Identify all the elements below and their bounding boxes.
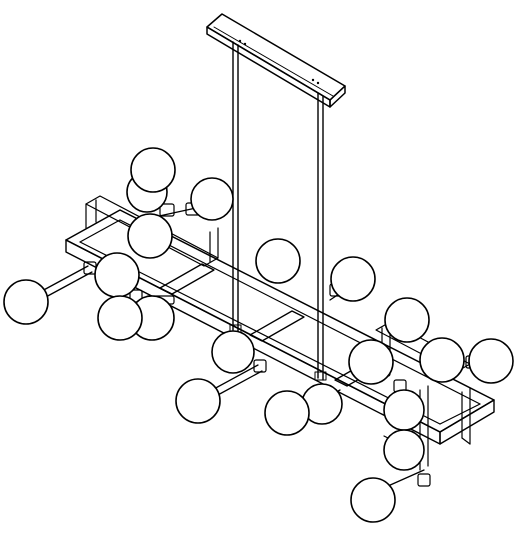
globe-front-4 bbox=[264, 390, 310, 436]
ceiling-canopy bbox=[206, 13, 346, 108]
globe-front-2 bbox=[97, 295, 143, 341]
globe-mid-7 bbox=[348, 339, 394, 385]
globe-back-2 bbox=[130, 147, 176, 193]
globes bbox=[3, 147, 514, 523]
globe-front-3 bbox=[175, 378, 221, 424]
globe-front-5 bbox=[350, 477, 396, 523]
globe-mid-4 bbox=[384, 297, 430, 343]
globe-mid-6 bbox=[419, 337, 465, 383]
globe-front-1 bbox=[3, 279, 49, 325]
globe-mid-3 bbox=[330, 256, 376, 302]
globe-back-3 bbox=[190, 177, 234, 221]
globe-back-8 bbox=[383, 389, 425, 431]
globe-mid-5 bbox=[468, 338, 514, 384]
suspension-rods bbox=[229, 41, 327, 381]
globe-mid-1 bbox=[127, 213, 173, 259]
globe-mid-2 bbox=[255, 238, 301, 284]
globe-back-9 bbox=[383, 429, 425, 471]
globe-back-6 bbox=[211, 330, 255, 374]
globe-back-4 bbox=[94, 252, 140, 298]
